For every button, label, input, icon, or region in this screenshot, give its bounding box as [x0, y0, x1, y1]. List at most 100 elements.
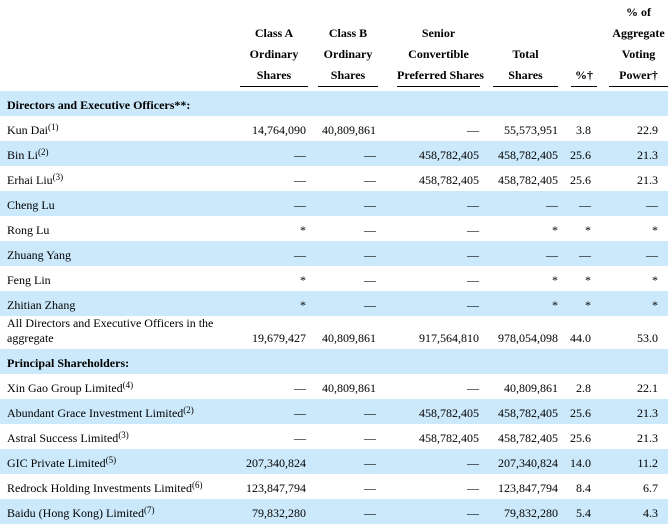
table-row: Erhai Liu(3) — — 458,782,405 458,782,405 25.6… — [0, 166, 668, 191]
cell-class_b: 40,809,861 — [322, 123, 376, 137]
table-row: Xin Gao Group Limited(4) — 40,809,861 — 40,8… — [0, 374, 668, 399]
cell-voting: 22.9 — [637, 123, 658, 137]
column-header-line: Shares — [256, 68, 292, 82]
cell-pct: 3.8 — [576, 123, 591, 137]
table-row: Redrock Holding Investments Limited(6) 12… — [0, 474, 668, 499]
cell-class_b: — — [308, 241, 378, 266]
section-row: Principal Shareholders: — [0, 349, 668, 374]
cell-class_b: — — [308, 499, 378, 524]
cell-preferred: 458,782,405 — [378, 141, 480, 166]
cell-voting: 22.1 — [637, 381, 658, 395]
holder-name: Baidu (Hong Kong) Limited(7) — [0, 499, 238, 524]
holder-name: Abundant Grace Investment Limited(2) — [0, 399, 238, 424]
cell-preferred: — — [467, 381, 479, 395]
holder-name: Redrock Holding Investments Limited(6) — [0, 474, 238, 499]
footnote-reference: (7) — [143, 505, 155, 515]
column-header-class_b: Class B Ordinary Shares — [308, 0, 378, 91]
cell-total: 207,340,824 — [480, 449, 558, 474]
holder-name: Rong Lu — [0, 216, 238, 241]
table-row: Kun Dai(1) 14,764,090 40,809,861 — 55,573,95… — [0, 116, 668, 141]
holder-name-text: Rong Lu — [7, 223, 50, 237]
holder-name-text: Kun Dai — [7, 123, 48, 137]
column-header-underline: Total Shares — [493, 44, 558, 87]
table-row: Astral Success Limited(3) — — 458,782,405 45… — [0, 424, 668, 449]
cell-class_a: * — [300, 273, 306, 287]
cell-class_b: — — [308, 191, 378, 216]
holder-name-text: Feng Lin — [7, 273, 51, 287]
cell-class_a: * — [238, 291, 308, 316]
cell-total: 40,809,861 — [504, 381, 558, 395]
cell-voting: 21.3 — [637, 173, 658, 187]
column-header-line: Preferred Shares — [397, 68, 484, 82]
holder-name: Erhai Liu(3) — [0, 166, 238, 191]
holder-name: Kun Dai(1) — [0, 116, 238, 141]
cell-pct: * — [585, 273, 591, 287]
cell-pct: * — [585, 223, 591, 237]
cell-voting: 53.0 — [637, 331, 658, 345]
cell-preferred: — — [378, 241, 480, 266]
cell-class_a: — — [294, 381, 306, 395]
cell-class_a: 14,764,090 — [252, 123, 306, 137]
cell-total: 79,832,280 — [480, 499, 558, 524]
cell-pct: 25.6 — [558, 399, 597, 424]
cell-class_b: — — [308, 399, 378, 424]
cell-total: 458,782,405 — [480, 399, 558, 424]
cell-preferred: — — [467, 273, 479, 287]
cell-voting: 21.3 — [597, 141, 668, 166]
cell-voting: * — [597, 291, 668, 316]
column-header-underline: % of Aggregate Voting Power† — [609, 2, 668, 87]
cell-class_b: — — [364, 173, 376, 187]
cell-class_a: — — [238, 191, 308, 216]
column-header-line: Convertible — [408, 47, 469, 61]
cell-pct: 25.6 — [558, 141, 597, 166]
cell-total: — — [480, 241, 558, 266]
cell-class_a: — — [238, 399, 308, 424]
cell-preferred: 917,564,810 — [419, 331, 479, 345]
table-row: Rong Lu * — — * * * — [0, 216, 668, 241]
cell-voting: 21.3 — [637, 431, 658, 445]
table-row: Zhitian Zhang * — — * * * — [0, 291, 668, 316]
table-row: Abundant Grace Investment Limited(2) — —45… — [0, 399, 668, 424]
cell-total: 458,782,405 — [498, 173, 558, 187]
holder-name: Cheng Lu — [0, 191, 238, 216]
column-header-line: Power† — [619, 68, 658, 82]
holder-name-text: Xin Gao Group Limited — [7, 381, 123, 395]
cell-voting: — — [597, 241, 668, 266]
footnote-reference: (6) — [191, 480, 203, 490]
column-header-line: Voting — [621, 47, 656, 61]
table-body: Directors and Executive Officers**: Kun D… — [0, 91, 668, 524]
header-row: Class A Ordinary Shares Class B Ordinary Shar… — [0, 0, 668, 91]
holder-name-text: Abundant Grace Investment Limited — [7, 406, 184, 420]
cell-preferred: 458,782,405 — [419, 431, 479, 445]
footnote-reference: (3) — [118, 430, 129, 440]
cell-preferred: — — [378, 191, 480, 216]
holder-name: All Directors and Executive Officers in … — [0, 316, 238, 349]
column-header-underline: Class B Ordinary Shares — [318, 23, 378, 87]
holder-name-text: Bin Li — [7, 148, 39, 162]
column-header-voting: % of Aggregate Voting Power† — [597, 0, 668, 91]
footnote-reference: (5) — [105, 455, 117, 465]
column-header-underline: %† — [571, 65, 597, 87]
cell-class_b: — — [308, 449, 378, 474]
cell-pct: 2.8 — [576, 381, 591, 395]
column-header-total: Total Shares — [480, 0, 558, 91]
table-row: GIC Private Limited(5) 207,340,824— —207,3… — [0, 449, 668, 474]
cell-pct: 25.6 — [570, 173, 591, 187]
holder-name: Astral Success Limited(3) — [0, 424, 238, 449]
section-label: Directors and Executive Officers**: — [0, 91, 668, 116]
holder-name-text: Erhai Liu — [7, 173, 53, 187]
table-row: Zhuang Yang — — — — — — — [0, 241, 668, 266]
cell-voting: * — [652, 223, 658, 237]
column-header-line: Class B — [328, 26, 368, 40]
cell-pct: 5.4 — [558, 499, 597, 524]
column-header-name — [0, 0, 238, 91]
cell-total: 978,054,098 — [498, 331, 558, 345]
holder-name: Zhuang Yang — [0, 241, 238, 266]
column-header-preferred: Senior Convertible Preferred Shares — [378, 0, 484, 91]
holder-name: Feng Lin — [0, 266, 238, 291]
cell-class_a: 79,832,280 — [238, 499, 308, 524]
cell-preferred: 458,782,405 — [378, 399, 480, 424]
table-row: Bin Li(2) — —458,782,405 458,782,405 25.6 21.… — [0, 141, 668, 166]
cell-class_a: 19,679,427 — [252, 331, 306, 345]
cell-total: 458,782,405 — [498, 431, 558, 445]
